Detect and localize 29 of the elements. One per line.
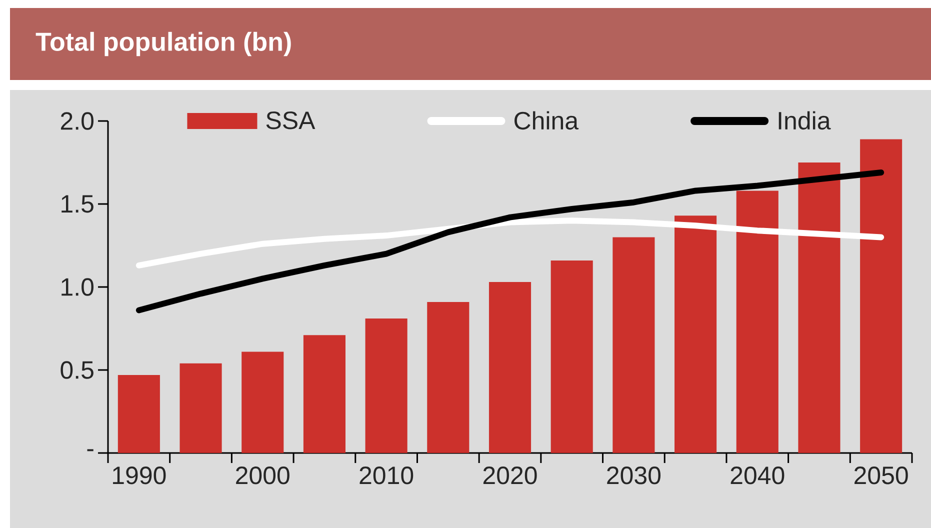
x-tick-label: 2040 bbox=[730, 466, 784, 484]
x-tick-label: 2000 bbox=[236, 466, 290, 484]
x-tick-label: 2050 bbox=[854, 466, 908, 484]
x-tick-label: 2020 bbox=[483, 466, 537, 484]
x-tick-label: 1990 bbox=[113, 466, 166, 484]
bar bbox=[612, 237, 655, 454]
bar bbox=[550, 260, 593, 454]
chart-title: Total population (bn) bbox=[36, 32, 291, 56]
y-tick-label: - bbox=[87, 449, 94, 452]
x-tick-label: 2030 bbox=[607, 466, 661, 484]
bar bbox=[798, 162, 840, 454]
bar bbox=[242, 352, 284, 454]
y-tick-label: 0.5 bbox=[60, 361, 94, 379]
bar bbox=[365, 318, 408, 454]
legend-label: China bbox=[514, 111, 579, 130]
bar bbox=[427, 302, 470, 454]
bar bbox=[303, 335, 346, 454]
x-tick-label: 2010 bbox=[360, 466, 414, 484]
y-tick-label: 1.5 bbox=[62, 195, 94, 213]
y-tick-label: 1.0 bbox=[62, 278, 94, 296]
legend-label: SSA bbox=[266, 112, 316, 130]
bar bbox=[118, 374, 160, 454]
legend-label: India bbox=[778, 111, 831, 130]
bar bbox=[736, 190, 778, 454]
bar bbox=[180, 363, 222, 454]
y-tick-label: 2.0 bbox=[60, 112, 94, 130]
bar bbox=[860, 139, 902, 454]
bar bbox=[674, 216, 717, 454]
bar bbox=[488, 282, 532, 454]
